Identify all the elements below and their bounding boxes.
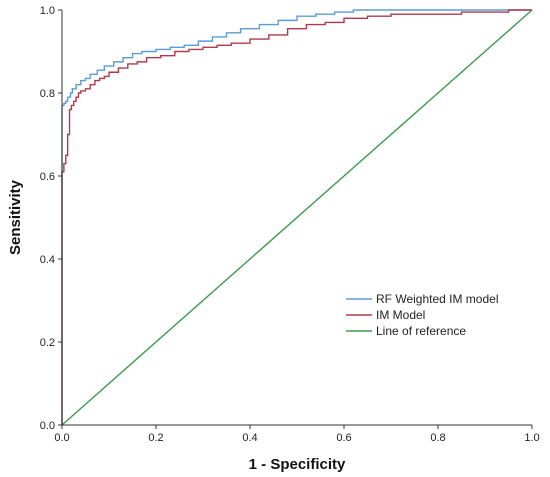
y-tick-label-5: 1.0 [40, 5, 55, 17]
legend-label-1: IM Model [376, 308, 425, 322]
y-tick-label-0: 0.0 [40, 420, 55, 432]
y-tick-label-3: 0.6 [40, 171, 55, 183]
x-tick-label-3: 0.6 [336, 432, 351, 444]
series-line-2 [61, 9, 533, 426]
x-tick-label-0: 0.0 [54, 432, 69, 444]
x-tick-label-1: 0.2 [148, 432, 163, 444]
axes: 0.0 0.2 0.4 0.6 0.8 1.0 0.0 0.2 0.4 0.6 0.8 1.0 [40, 5, 540, 444]
plot-area [61, 9, 533, 426]
y-tick-label-1: 0.2 [40, 337, 55, 349]
legend: RF Weighted IM model IM Model Line of refe… [346, 292, 499, 338]
series-line-0 [61, 9, 532, 425]
x-tick-label-5: 1.0 [524, 432, 539, 444]
y-tick-label-4: 0.8 [40, 88, 55, 100]
x-tick-label-2: 0.4 [242, 432, 257, 444]
legend-label-2: Line of reference [376, 324, 466, 338]
y-tick-label-2: 0.4 [40, 254, 55, 266]
series-line-1 [61, 9, 532, 425]
y-axis-title: Sensitivity [7, 179, 24, 255]
x-tick-label-4: 0.8 [430, 432, 445, 444]
x-axis-title: 1 - Specificity [249, 456, 346, 473]
legend-label-0: RF Weighted IM model [376, 292, 499, 306]
